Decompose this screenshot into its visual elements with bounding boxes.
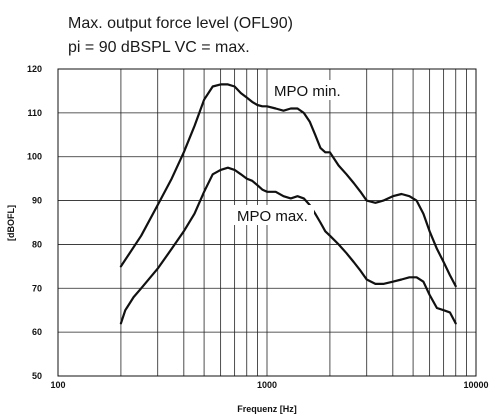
plot-frame xyxy=(57,68,477,377)
chart-title-line-2: pi = 90 dBSPL VC = max. xyxy=(68,39,250,56)
grid xyxy=(58,69,476,376)
y-tick-label: 90 xyxy=(32,196,42,206)
y-tick-label: 120 xyxy=(27,64,42,74)
chart-title-line-1: Max. output force level (OFL90) xyxy=(68,15,293,32)
y-tick-label: 80 xyxy=(32,239,42,249)
annotation-mpo-min: MPO min. xyxy=(274,83,341,100)
series-line-lower xyxy=(119,166,457,325)
y-tick-label: 50 xyxy=(32,371,42,381)
x-tick-label: 10000 xyxy=(463,380,488,390)
y-tick-label: 60 xyxy=(32,327,42,337)
x-tick-labels: 100 1000 10000 xyxy=(50,380,488,390)
annotation-mpo-max: MPO max. xyxy=(237,208,308,225)
y-tick-labels: 50 60 70 80 90 100 110 120 xyxy=(27,64,42,381)
y-tick-label: 100 xyxy=(27,152,42,162)
x-axis-label: Frequenz [Hz] xyxy=(237,404,297,414)
y-tick-label: 70 xyxy=(32,283,42,293)
y-axis-label: [dBOFL] xyxy=(6,205,16,241)
x-tick-label: 1000 xyxy=(257,380,277,390)
y-tick-label: 110 xyxy=(27,108,42,118)
annotation-mpo-max-background xyxy=(234,205,314,225)
annotation-mpo-min-background xyxy=(270,80,342,100)
x-tick-label: 100 xyxy=(50,380,65,390)
series-lines xyxy=(119,83,457,325)
series-line-upper xyxy=(119,83,457,288)
